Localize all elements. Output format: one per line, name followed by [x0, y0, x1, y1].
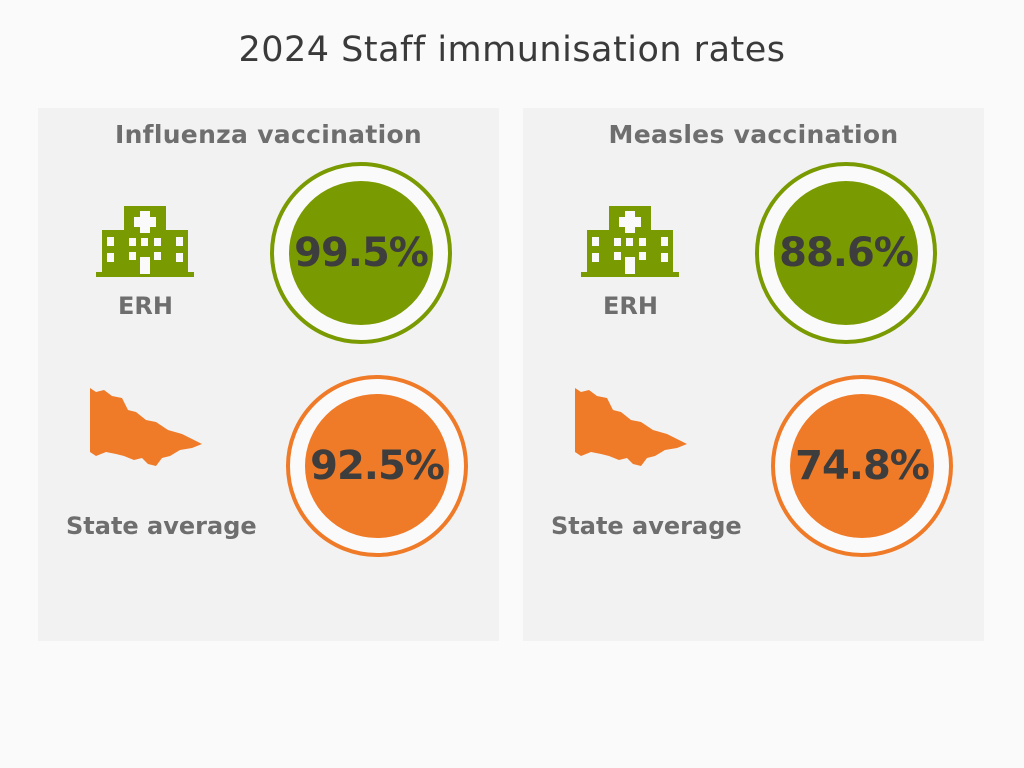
- state-rate-value: 92.5%: [310, 443, 445, 489]
- site-rate-disc: 88.6%: [774, 181, 918, 325]
- site-rate-ring: 99.5%: [270, 162, 452, 344]
- state-rate-value: 74.8%: [795, 443, 930, 489]
- page-title: 2024 Staff immunisation rates: [238, 30, 786, 70]
- site-label: ERH: [118, 292, 173, 320]
- state-rate-ring: 92.5%: [286, 375, 468, 557]
- site-rate-value: 99.5%: [294, 230, 429, 276]
- site-rate-value: 88.6%: [779, 230, 914, 276]
- site-label: ERH: [603, 292, 658, 320]
- state-average-label: State average: [551, 512, 742, 540]
- state-average-label: State average: [66, 512, 257, 540]
- state-rate-ring: 74.8%: [771, 375, 953, 557]
- measles-panel: Measles vaccination ERH 88.6% State aver…: [523, 108, 984, 641]
- victoria-map-icon: [575, 388, 687, 466]
- state-rate-disc: 92.5%: [305, 394, 449, 538]
- influenza-panel: Influenza vaccination ERH 99.5% State av…: [38, 108, 499, 641]
- site-rate-disc: 99.5%: [289, 181, 433, 325]
- state-rate-disc: 74.8%: [790, 394, 934, 538]
- panel-heading: Measles vaccination: [608, 120, 899, 149]
- hospital-icon: [96, 206, 194, 277]
- hospital-icon: [581, 206, 679, 277]
- site-rate-ring: 88.6%: [755, 162, 937, 344]
- panel-heading: Influenza vaccination: [114, 120, 423, 149]
- victoria-map-icon: [90, 388, 202, 466]
